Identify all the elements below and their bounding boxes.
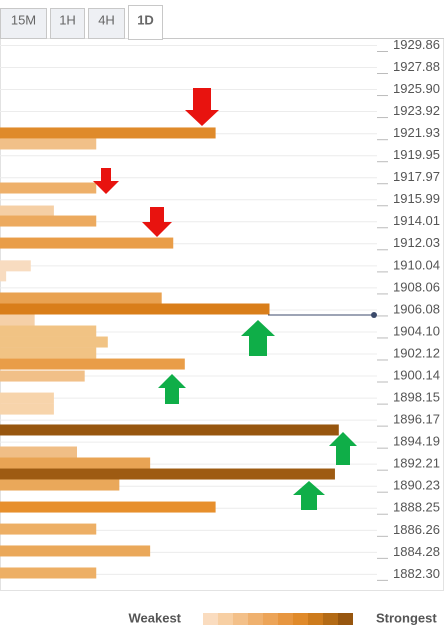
y-tick-label: 1908.06	[393, 279, 440, 294]
bar	[0, 127, 216, 139]
y-tick-label: 1912.03	[393, 235, 440, 250]
up-arrow	[158, 374, 186, 404]
y-tick-label: 1890.23	[393, 478, 440, 493]
down-arrow	[142, 207, 172, 237]
tab[interactable]	[0, 8, 47, 39]
legend-swatch	[263, 613, 278, 625]
bars	[0, 127, 377, 579]
y-tick-label: 1923.92	[393, 103, 440, 118]
bar	[0, 468, 335, 480]
legend-swatch	[278, 613, 293, 625]
legend-swatch	[323, 613, 338, 625]
legend-swatch	[308, 613, 323, 625]
up-arrow	[293, 481, 325, 510]
bar	[0, 501, 216, 513]
bar	[0, 205, 54, 217]
up-arrow	[329, 432, 357, 465]
y-tick-label: 1917.97	[393, 169, 440, 184]
y-tick-label: 1892.21	[393, 456, 440, 471]
bar	[0, 270, 7, 282]
y-tick-label: 1921.93	[393, 125, 440, 140]
tab[interactable]	[128, 5, 163, 40]
bar	[0, 260, 31, 272]
bar	[0, 336, 108, 348]
bar	[0, 292, 162, 304]
tab[interactable]	[50, 8, 85, 39]
bar	[0, 314, 35, 326]
tab-label[interactable]: 1D	[137, 12, 154, 27]
legend-swatch	[248, 613, 263, 625]
y-tick-label: 1896.17	[393, 412, 440, 427]
y-tick-label: 1925.90	[393, 81, 440, 96]
bar	[0, 325, 97, 337]
bar	[0, 446, 77, 458]
legend-swatch	[293, 613, 308, 625]
legend-swatch	[338, 613, 353, 625]
bar	[0, 457, 151, 469]
y-tick-label: 1882.30	[393, 566, 440, 581]
bar	[0, 347, 97, 359]
tab[interactable]	[88, 8, 125, 39]
y-tick-label: 1902.12	[393, 345, 440, 360]
bar	[0, 523, 97, 535]
arrows	[93, 88, 357, 510]
down-arrow	[185, 88, 219, 126]
legend-swatch	[233, 613, 248, 625]
tab-bar: 15M 1H 4H 1D	[0, 5, 444, 40]
up-arrow	[241, 320, 275, 356]
y-tick-label: 1910.04	[393, 257, 440, 272]
tab-label[interactable]: 1H	[59, 12, 76, 27]
legend-high: Strongest	[376, 610, 437, 625]
legend-low: Weakest	[128, 610, 181, 625]
current-price-dot	[371, 312, 377, 319]
legend-swatch	[218, 613, 233, 625]
bar	[0, 479, 120, 491]
tab-label[interactable]: 15M	[11, 12, 36, 27]
y-tick-label: 1888.25	[393, 500, 440, 515]
y-tick-label: 1906.08	[393, 301, 440, 316]
y-tick-label: 1904.10	[393, 323, 440, 338]
y-tick-label: 1915.99	[393, 191, 440, 206]
bar	[0, 138, 97, 150]
down-arrow	[93, 168, 119, 194]
bar	[0, 424, 339, 436]
y-tick-label: 1919.95	[393, 147, 440, 162]
y-tick-label: 1929.86	[393, 37, 440, 52]
tab-label[interactable]: 4H	[98, 12, 115, 27]
bar	[0, 215, 97, 227]
bar	[0, 182, 97, 194]
legend: Weakest Strongest	[128, 610, 437, 625]
bar	[0, 567, 97, 579]
y-tick-label: 1886.26	[393, 522, 440, 537]
bar	[0, 392, 54, 404]
y-tick-label: 1900.14	[393, 367, 440, 382]
y-tick-label: 1927.88	[393, 59, 440, 74]
bar	[0, 237, 174, 249]
y-tick-label: 1894.19	[393, 434, 440, 449]
bar	[0, 403, 54, 415]
bar	[0, 370, 85, 382]
y-tick-label: 1884.28	[393, 544, 440, 559]
bar	[0, 545, 151, 557]
y-tick-label: 1898.15	[393, 390, 440, 405]
legend-swatch	[203, 613, 218, 625]
bar	[0, 358, 185, 370]
bar	[0, 303, 270, 315]
y-tick-label: 1914.01	[393, 213, 440, 228]
